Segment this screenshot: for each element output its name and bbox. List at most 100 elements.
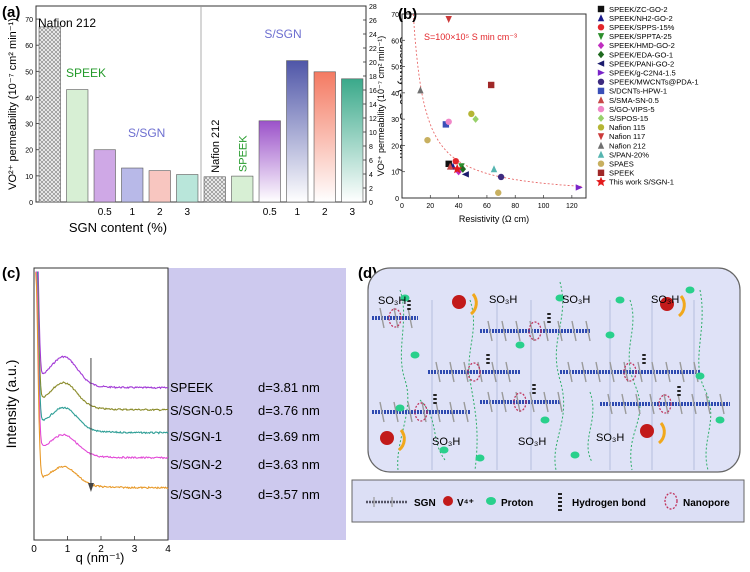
d-side-group (463, 401, 469, 423)
b-ytick-label: 50 (391, 65, 399, 72)
b-point-10-0 (446, 162, 454, 170)
d-proton-7 (605, 331, 615, 339)
a-ytick-label-left: 70 (25, 17, 33, 24)
d-side-group (407, 307, 413, 329)
d-side-group (393, 307, 399, 329)
panel-b-plot: 0 20 40 60 80 100 120 0 10 20 30 40 50 60 70 (391, 12, 584, 210)
a-ytick-label-left: 40 (25, 95, 33, 102)
b-point-5-0 (459, 165, 467, 173)
a-ytick-label-right: 18 (369, 74, 377, 81)
b-legend-marker-2 (597, 24, 605, 31)
d-side-group (567, 361, 573, 383)
b-point-15-0 (417, 86, 424, 94)
b-legend-label-1: SPEEK/NH2-GO-2 (609, 14, 673, 23)
c-curve-4 (35, 272, 169, 490)
d-side-group (487, 320, 493, 342)
panel-a-letter: (a) (2, 4, 20, 21)
b-legend-label-5: SPEEK/EDA-GO-1 (609, 50, 673, 59)
schematic-legend-box (351, 479, 745, 523)
b-legend-marker-11 (597, 105, 605, 113)
a-xtick-label: 0.5 (98, 207, 112, 218)
b-point-18-0 (487, 81, 495, 89)
b-xtick-label: 80 (511, 203, 519, 210)
b-legend-marker-13 (597, 124, 605, 131)
d-side-group (529, 320, 535, 342)
legend-nanopore-icon (664, 492, 678, 510)
panel-c-ylabel: Intensity (a.u.) (3, 360, 19, 449)
membrane-schematic (367, 267, 741, 473)
d-side-group (607, 393, 613, 415)
d-side-group (501, 320, 507, 342)
a-label-nafion-vertical: Nafion 212 (210, 120, 222, 173)
b-legend-label-12: S/SPOS-15 (609, 114, 648, 123)
panel-a-ylabel-left: VO²⁺ permeability (10⁻⁷ cm² min⁻¹) (7, 18, 19, 190)
b-legend-label-17: SPAES (609, 160, 634, 169)
d-side-group (621, 393, 627, 415)
b-ytick-label: 30 (391, 117, 399, 124)
a-xtick-label: 3 (349, 207, 355, 218)
d-blocked-arrow-0 (469, 293, 478, 316)
a-label-ssgn-right: S/SGN (264, 27, 301, 41)
c-curve-0 (35, 271, 169, 390)
a-ytick-label-right: 2 (369, 186, 373, 193)
d-side-group (543, 320, 549, 342)
d-side-group (505, 361, 511, 383)
b-legend-marker-17 (597, 160, 605, 167)
panel-a-left-plot: 0 10 20 30 40 50 60 70 0.5 1 2 3 Nafion 212 SPEEK S/SG… (25, 16, 199, 218)
legend-hbond-label: Hydrogen bond (572, 498, 646, 509)
d-proton-path-2 (554, 281, 565, 471)
b-legend-label-2: SPEEK/SPPS-15% (609, 23, 675, 32)
d-side-group (543, 391, 549, 413)
bar-left-4 (148, 170, 171, 203)
panel-c-shaded-label-area (168, 268, 346, 540)
b-legend-label-9: S/DCNTs-HPW-1 (609, 87, 667, 96)
d-side-group (379, 401, 385, 423)
c-series-name-1: S/SGN-0.5 (170, 403, 233, 418)
d-vanadium-0 (452, 295, 466, 309)
legend-nanopore-label: Nanopore (683, 498, 730, 509)
b-legend-marker-12 (597, 114, 605, 122)
b-legend-label-8: SPEEK/MWCNTs@PDA-1 (609, 78, 699, 87)
sgn-chains (372, 300, 730, 423)
a-ytick-label-right: 26 (369, 18, 377, 25)
c-curve-1 (35, 271, 169, 412)
c-curve-3 (35, 271, 169, 460)
d-nanopore-5 (513, 392, 527, 412)
d-so3h-5: SO₃H (518, 436, 546, 448)
b-legend-label-13: Nafion 115 (609, 123, 645, 132)
c-series-name-4: S/SGN-3 (170, 487, 222, 502)
a-ytick-label-right: 12 (369, 116, 377, 123)
b-legend-marker-4 (597, 41, 605, 50)
d-proton-path-4 (698, 289, 712, 471)
b-legend-label-0: SPEEK/ZC-GO-2 (609, 5, 668, 14)
d-side-group (449, 361, 455, 383)
d-vanadium-2 (380, 431, 394, 445)
b-point-0-0 (445, 160, 452, 168)
d-side-group (463, 361, 469, 383)
c-xtick-label: 4 (165, 544, 171, 555)
b-legend-marker-15 (597, 141, 605, 149)
bar-right-4 (313, 71, 336, 203)
bar-left-5 (176, 174, 199, 203)
d-side-group (421, 401, 427, 423)
a-ytick-label-right: 28 (369, 4, 377, 11)
d-side-group (491, 361, 497, 383)
a-ytick-label-left: 50 (25, 69, 33, 76)
a-xtick-label: 0.5 (263, 207, 277, 218)
b-legend-marker-6 (597, 60, 605, 67)
b-legend-label-7: SPEEK/g-C2N4-1.5 (609, 69, 676, 78)
a-ytick-label-left: 60 (25, 43, 33, 50)
so3h-labels: SO₃H SO₃H SO₃H SO₃H SO₃H SO₃H SO₃H (378, 294, 679, 448)
panel-c-series-labels: SPEEK d=3.81 nm S/SGN-0.5 d=3.76 nm S/SGN-1 d… (170, 380, 320, 502)
d-so3h-3: SO₃H (651, 294, 679, 306)
a-ytick-label-right: 0 (369, 200, 373, 207)
c-d-spacing-1: d=3.76 nm (258, 403, 320, 418)
panel-b: 0 20 40 60 80 100 120 0 10 20 30 40 50 60 70 Resistivi… (376, 5, 699, 224)
d-side-group (705, 393, 711, 415)
b-ytick-label: 70 (391, 12, 399, 19)
c-xtick-label: 2 (98, 544, 104, 555)
d-nanopore-2 (467, 362, 481, 382)
b-legend-label-10: S/SMA-SN-0.5 (609, 96, 659, 105)
a-ytick-label-right: 8 (369, 144, 373, 151)
